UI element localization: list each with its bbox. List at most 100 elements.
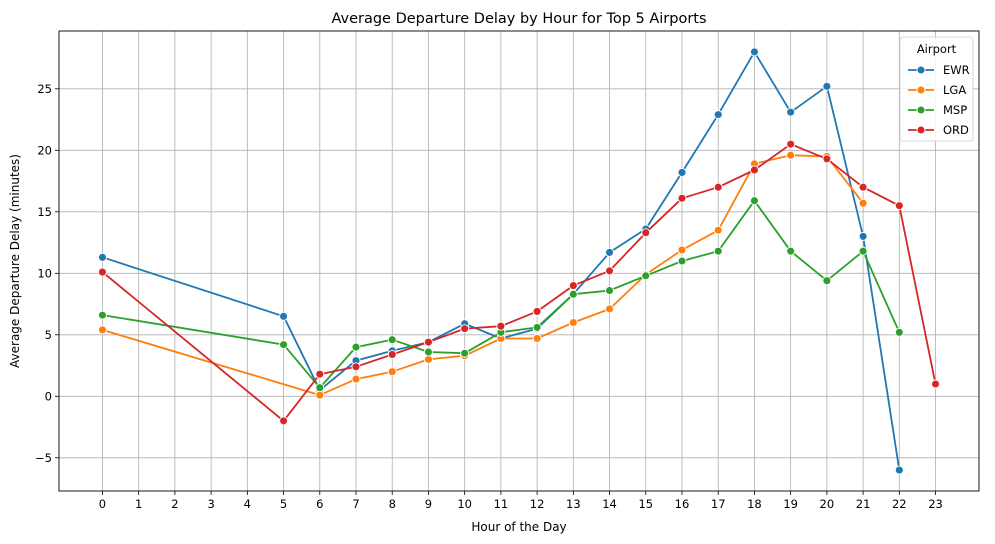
y-tick-label: 25 <box>37 82 52 96</box>
data-point-ewr <box>858 231 868 241</box>
x-tick-label: 2 <box>171 497 178 511</box>
data-point-ord <box>713 182 723 192</box>
data-point-msp <box>532 322 542 332</box>
data-point-lga <box>786 150 796 160</box>
y-tick-label: 0 <box>45 389 52 403</box>
data-point-lga <box>713 225 723 235</box>
data-point-ewr <box>98 252 107 262</box>
legend-label: LGA <box>943 83 966 97</box>
data-point-ewr <box>894 465 904 475</box>
x-tick-label: 12 <box>530 497 545 511</box>
x-tick-label: 4 <box>244 497 251 511</box>
data-point-msp <box>677 256 687 266</box>
data-point-ewr <box>677 167 687 177</box>
series-lga <box>98 150 868 400</box>
data-point-ord <box>496 321 506 331</box>
legend-item-ewr: EWR <box>908 63 970 77</box>
data-point-lga <box>315 390 325 400</box>
series-layer <box>98 47 940 475</box>
legend-swatch-marker <box>916 85 926 95</box>
x-tick-label: 6 <box>316 497 323 511</box>
y-tick-label: 20 <box>37 143 52 157</box>
data-point-ord <box>641 228 651 238</box>
data-point-msp <box>858 246 868 256</box>
data-point-msp <box>460 348 470 358</box>
x-tick-label: 3 <box>207 497 214 511</box>
x-tick-label: 7 <box>352 497 359 511</box>
data-point-ord <box>351 362 361 372</box>
legend-item-msp: MSP <box>908 103 967 117</box>
data-point-ord <box>786 139 796 149</box>
x-tick-label: 0 <box>99 497 106 511</box>
data-point-msp <box>641 271 651 281</box>
legend-label: EWR <box>943 63 970 77</box>
y-axis-label: Average Departure Delay (minutes) <box>8 154 22 368</box>
data-point-msp <box>786 246 796 256</box>
x-tick-label: 20 <box>820 497 835 511</box>
data-point-ord <box>894 201 904 211</box>
y-tick-label: 15 <box>37 205 52 219</box>
x-tick-label: 1 <box>135 497 142 511</box>
data-point-msp <box>568 289 578 299</box>
data-point-ewr <box>279 311 289 321</box>
x-tick-label: 15 <box>638 497 653 511</box>
legend-swatch-marker <box>916 65 926 75</box>
data-point-ord <box>858 182 868 192</box>
plot-frame <box>58 30 980 492</box>
data-point-lga <box>677 245 687 255</box>
x-tick-label: 22 <box>892 497 907 511</box>
data-point-msp <box>387 335 397 345</box>
y-tick-label: −5 <box>35 451 52 465</box>
x-tick-label: 10 <box>457 497 472 511</box>
data-point-ord <box>605 266 615 276</box>
legend-item-ord: ORD <box>908 123 969 137</box>
legend-swatch-marker <box>916 125 926 135</box>
series-ord <box>98 139 940 426</box>
data-point-lga <box>605 304 615 314</box>
series-line-lga <box>102 154 864 397</box>
data-point-ord <box>315 369 325 379</box>
data-point-msp <box>423 347 433 357</box>
data-point-ord <box>931 379 940 389</box>
data-point-ewr <box>605 247 615 257</box>
data-point-msp <box>822 276 832 286</box>
data-point-ord <box>532 306 542 316</box>
x-tick-label: 17 <box>711 497 726 511</box>
data-point-msp <box>713 246 723 256</box>
data-point-msp <box>749 196 759 206</box>
legend-box <box>899 36 974 142</box>
data-point-ord <box>822 154 832 164</box>
data-point-ord <box>568 281 578 291</box>
data-point-ord <box>279 416 289 426</box>
data-point-lga <box>568 318 578 327</box>
data-point-ord <box>460 324 470 334</box>
data-point-ewr <box>713 110 723 120</box>
x-tick-label: 18 <box>747 497 762 511</box>
data-point-ewr <box>749 47 759 57</box>
x-tick-label: 8 <box>389 497 396 511</box>
legend-swatch-marker <box>916 105 926 115</box>
data-point-ord <box>749 165 759 175</box>
legend-items: EWR LGA MSP ORD <box>908 63 970 137</box>
series-line-ord <box>101 143 937 422</box>
series-msp <box>98 196 904 393</box>
data-point-ewr <box>822 81 832 91</box>
x-tick-label: 19 <box>783 497 798 511</box>
x-tick-label: 11 <box>494 497 509 511</box>
data-point-lga <box>532 334 542 343</box>
data-point-msp <box>351 342 361 352</box>
data-point-ord <box>387 350 397 359</box>
data-point-msp <box>98 310 107 320</box>
data-point-ord <box>677 193 687 203</box>
legend-title: Airport <box>917 42 957 56</box>
chart-title: Average Departure Delay by Hour for Top … <box>331 11 706 27</box>
data-point-ord <box>98 267 107 277</box>
y-tick-label: 10 <box>37 266 52 280</box>
x-tick-label: 23 <box>928 497 943 511</box>
x-axis-label: Hour of the Day <box>471 520 566 534</box>
data-point-msp <box>315 383 325 393</box>
data-point-lga <box>387 367 397 377</box>
legend-label: ORD <box>943 123 969 137</box>
legend-item-lga: LGA <box>908 83 966 97</box>
